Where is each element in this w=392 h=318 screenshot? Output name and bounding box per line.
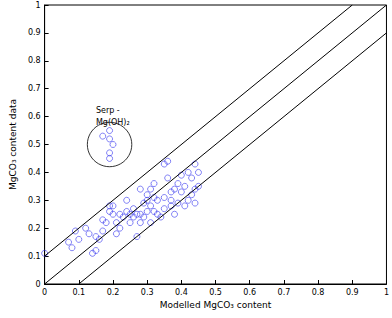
svg-text:0.2: 0.2 [28, 224, 41, 233]
svg-text:0.3: 0.3 [141, 288, 154, 297]
svg-text:0.9: 0.9 [28, 28, 41, 37]
svg-text:0.7: 0.7 [28, 84, 41, 93]
svg-text:0.3: 0.3 [28, 196, 41, 205]
svg-text:Serp -: Serp - [96, 106, 120, 115]
svg-text:0.1: 0.1 [28, 252, 41, 261]
svg-text:0.2: 0.2 [107, 288, 120, 297]
svg-text:1: 1 [384, 288, 389, 297]
svg-text:Mg(OH)₂: Mg(OH)₂ [96, 118, 130, 127]
svg-text:0.9: 0.9 [346, 288, 359, 297]
svg-text:0.5: 0.5 [28, 140, 41, 149]
svg-text:0.8: 0.8 [312, 288, 325, 297]
svg-text:0: 0 [42, 288, 47, 297]
svg-text:0.7: 0.7 [278, 288, 291, 297]
svg-text:0.4: 0.4 [175, 288, 188, 297]
svg-text:0.5: 0.5 [209, 288, 222, 297]
svg-text:0.6: 0.6 [243, 288, 256, 297]
svg-text:0: 0 [36, 280, 41, 289]
svg-text:Modelled MgCO₃ content: Modelled MgCO₃ content [160, 300, 272, 310]
svg-text:0.1: 0.1 [72, 288, 85, 297]
svg-text:0.4: 0.4 [28, 168, 41, 177]
svg-text:MgCO₃ content data: MgCO₃ content data [8, 99, 18, 190]
svg-text:0.8: 0.8 [28, 56, 41, 65]
svg-text:0.6: 0.6 [28, 112, 41, 121]
svg-text:1: 1 [36, 1, 41, 10]
